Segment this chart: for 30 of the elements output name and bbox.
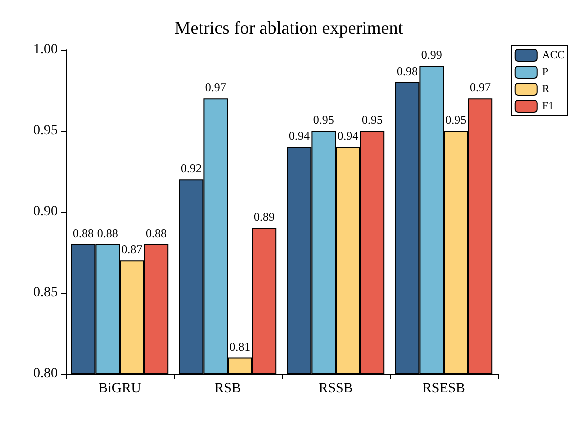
y-tick-label: 0.85 — [34, 286, 58, 300]
x-tick-label: RSESB — [422, 382, 466, 396]
data-label: 0.88 — [73, 226, 94, 240]
x-tick-label: BiGRU — [98, 382, 142, 396]
data-label: 0.97 — [470, 80, 491, 95]
data-label: 0.94 — [338, 129, 359, 144]
data-label: 0.95 — [313, 113, 334, 127]
legend-label: R — [542, 84, 550, 96]
y-tick-label: 0.80 — [34, 366, 58, 382]
data-label: 0.87 — [122, 242, 143, 257]
y-tick-label: 0.95 — [34, 124, 58, 138]
y-tick-label: 0.90 — [34, 204, 58, 220]
legend-label: ACC — [542, 50, 566, 62]
data-label: 0.88 — [146, 226, 167, 240]
legend-label: P — [542, 66, 549, 78]
data-label: 0.98 — [397, 64, 418, 78]
data-label: 0.88 — [97, 226, 118, 240]
legend-label: F1 — [542, 100, 554, 112]
data-label: 0.95 — [362, 113, 383, 127]
y-tick-label: 1.00 — [34, 42, 58, 58]
data-label: 0.81 — [230, 340, 251, 354]
x-tick-label: RSB — [214, 382, 242, 396]
data-label: 0.95 — [446, 113, 467, 127]
chart-title: Metrics for ablation experiment — [174, 18, 404, 38]
data-label: 0.99 — [421, 48, 442, 62]
data-label: 0.92 — [181, 162, 202, 176]
x-tick-label: RSSB — [318, 382, 354, 396]
data-label: 0.97 — [205, 80, 226, 95]
data-label: 0.89 — [254, 210, 275, 224]
data-label: 0.94 — [289, 129, 310, 144]
